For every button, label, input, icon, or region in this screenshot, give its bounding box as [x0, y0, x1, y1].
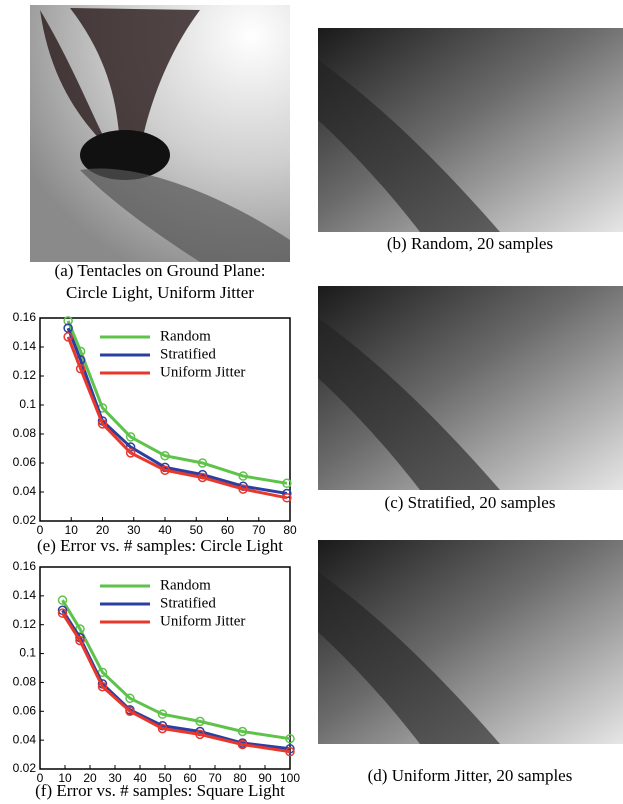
point — [63, 332, 73, 342]
legend-label: Uniform Jitter — [160, 364, 245, 380]
chart-caption: (f) Error vs. # samples: Square Light — [35, 781, 285, 800]
legend-label: Uniform Jitter — [160, 613, 245, 629]
point — [125, 432, 136, 442]
y-tick-label: 0.12 — [13, 368, 37, 382]
series-line — [66, 320, 288, 485]
point — [160, 465, 170, 475]
chart-caption: (e) Error vs. # samples: Circle Light — [37, 536, 283, 555]
y-tick-label: 0.04 — [13, 732, 37, 746]
y-tick-label: 0.06 — [13, 703, 37, 717]
point — [75, 364, 86, 374]
y-tick-label: 0.12 — [13, 617, 37, 631]
point — [157, 709, 168, 719]
render-d — [318, 540, 623, 744]
point — [57, 608, 68, 618]
y-tick-label: 0.16 — [13, 559, 37, 573]
series-line — [61, 612, 291, 754]
point — [237, 726, 248, 737]
caption: (c) Stratified, 20 samples — [385, 493, 556, 512]
point — [125, 706, 135, 717]
point — [97, 419, 108, 429]
point — [195, 716, 205, 727]
point — [157, 723, 168, 734]
point — [197, 458, 208, 468]
y-tick-label: 0.06 — [13, 455, 37, 469]
x-tick-label: 70 — [208, 771, 222, 785]
x-tick-label: 80 — [283, 523, 297, 537]
y-tick-label: 0.16 — [13, 310, 37, 324]
caption: (a) Tentacles on Ground Plane: — [55, 261, 266, 280]
point — [75, 635, 85, 646]
legend-label: Stratified — [160, 346, 216, 362]
y-tick-label: 0.1 — [19, 646, 36, 660]
legend-label: Random — [160, 577, 211, 593]
y-tick-label: 0.14 — [13, 339, 37, 353]
render-a — [30, 5, 290, 262]
caption: (d) Uniform Jitter, 20 samples — [368, 766, 573, 785]
x-tick-label: 70 — [252, 523, 266, 537]
series-line — [61, 609, 291, 751]
x-tick-label: 40 — [158, 523, 172, 537]
point — [57, 595, 68, 605]
x-tick-label: 0 — [37, 523, 44, 537]
x-tick-label: 90 — [258, 771, 272, 785]
point — [195, 729, 205, 740]
x-tick-label: 50 — [190, 523, 204, 537]
point — [125, 693, 135, 704]
x-tick-label: 20 — [83, 771, 97, 785]
caption: (b) Random, 20 samples — [387, 234, 553, 253]
point — [125, 448, 136, 458]
point — [237, 739, 248, 750]
x-tick-label: 100 — [280, 771, 300, 785]
legend-label: Random — [160, 328, 211, 344]
y-tick-label: 0.04 — [13, 484, 37, 498]
x-tick-label: 20 — [96, 523, 110, 537]
x-tick-label: 60 — [221, 523, 235, 537]
y-tick-label: 0.08 — [13, 426, 37, 440]
y-tick-label: 0.02 — [13, 513, 37, 527]
point — [285, 733, 295, 744]
y-tick-label: 0.02 — [13, 761, 37, 775]
point — [197, 472, 208, 483]
x-tick-label: 40 — [133, 771, 147, 785]
y-tick-label: 0.08 — [13, 675, 37, 689]
point — [285, 744, 295, 754]
caption: Circle Light, Uniform Jitter — [66, 283, 254, 302]
y-tick-label: 0.1 — [19, 397, 36, 411]
point — [238, 471, 248, 481]
point — [282, 478, 292, 489]
x-tick-label: 50 — [158, 771, 172, 785]
x-tick-label: 80 — [233, 771, 247, 785]
x-tick-label: 30 — [127, 523, 141, 537]
x-tick-label: 10 — [58, 771, 72, 785]
legend-label: Stratified — [160, 595, 216, 611]
point — [282, 493, 292, 503]
x-tick-label: 30 — [108, 771, 122, 785]
point — [160, 451, 170, 461]
y-tick-label: 0.14 — [13, 588, 37, 602]
x-tick-label: 60 — [183, 771, 197, 785]
point — [285, 746, 295, 757]
render-b — [318, 28, 623, 232]
x-tick-label: 10 — [65, 523, 79, 537]
render-c — [318, 286, 623, 490]
x-tick-label: 0 — [37, 771, 44, 785]
point — [97, 682, 108, 692]
point — [238, 484, 248, 494]
series-line — [66, 336, 288, 500]
